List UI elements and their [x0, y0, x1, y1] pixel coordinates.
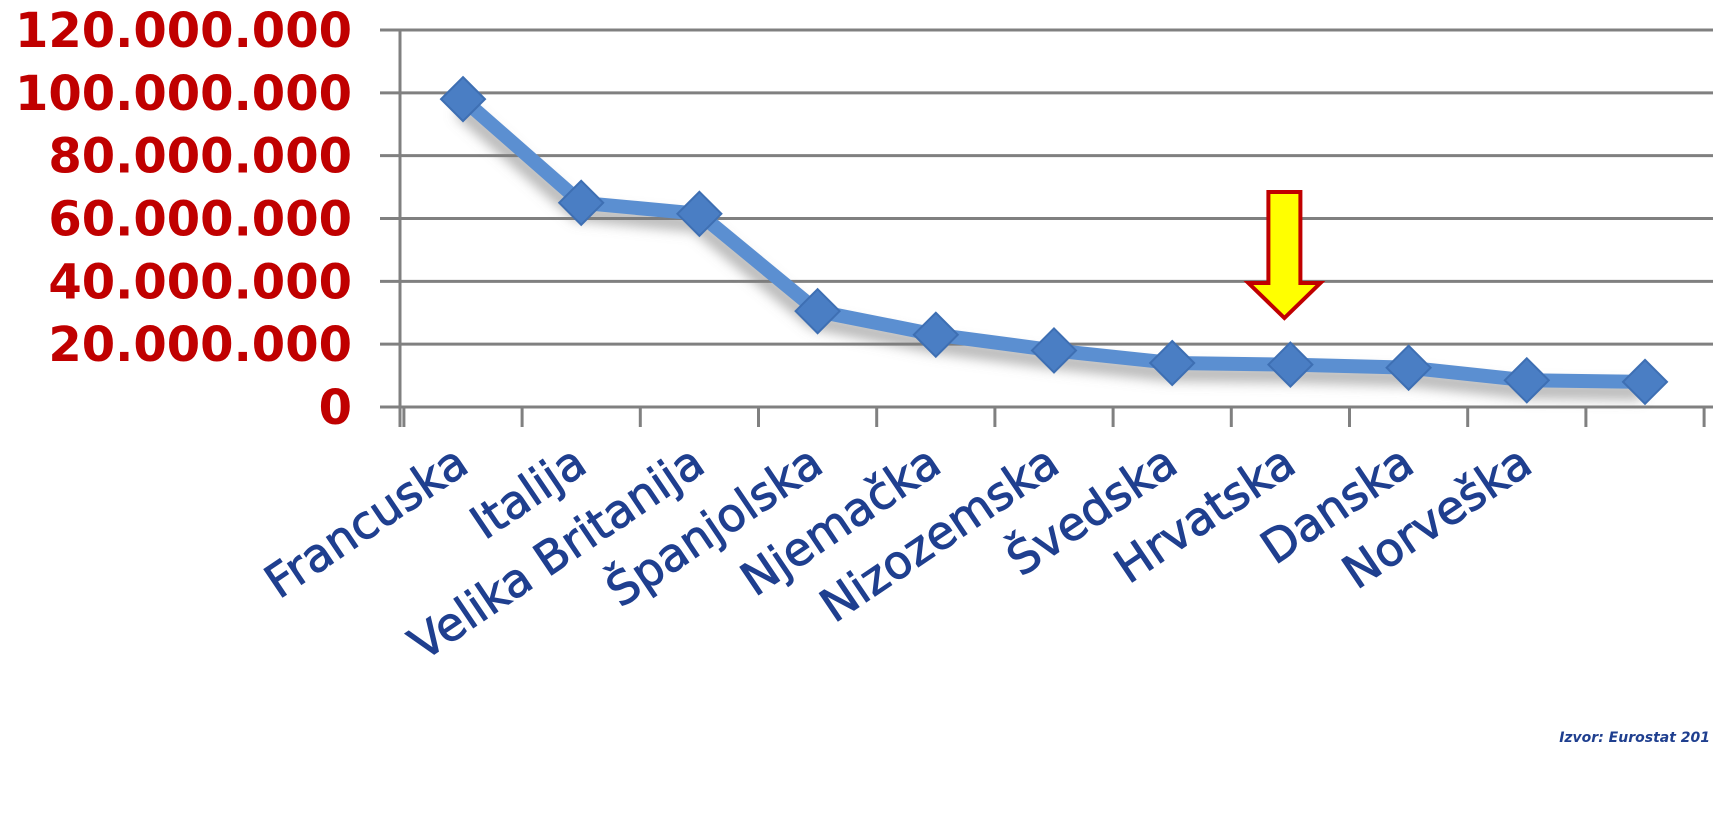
y-tick-label: 0: [319, 380, 352, 436]
y-tick-label: 100.000.000: [15, 66, 352, 122]
y-tick-label: 80.000.000: [48, 129, 352, 185]
data-point: [1385, 344, 1433, 392]
y-axis-tick-labels: 0 20.000.000 40.000.000 60.000.000 80.000.00…: [15, 3, 352, 436]
y-tick-label: 60.000.000: [48, 192, 352, 248]
y-tick-label: 120.000.000: [15, 3, 352, 59]
axes: [398, 30, 1706, 427]
data-point: [439, 75, 487, 123]
data-point: [1148, 339, 1196, 387]
arrow-down-icon: [1243, 190, 1326, 321]
y-tick-label: 40.000.000: [48, 254, 352, 310]
data-point: [1621, 358, 1669, 406]
source-note: Izvor: Eurostat 201: [1559, 730, 1710, 746]
data-point: [794, 287, 842, 335]
data-point: [1503, 356, 1551, 404]
x-tick-label: Francuska: [255, 434, 477, 608]
series-line: [439, 75, 1669, 406]
data-point: [557, 179, 605, 227]
data-point: [1030, 327, 1078, 374]
data-point: [675, 190, 723, 238]
y-tick-label: 20.000.000: [48, 317, 352, 373]
data-point: [1266, 341, 1314, 389]
data-point: [912, 311, 960, 359]
highlight-arrow: [1243, 190, 1326, 321]
